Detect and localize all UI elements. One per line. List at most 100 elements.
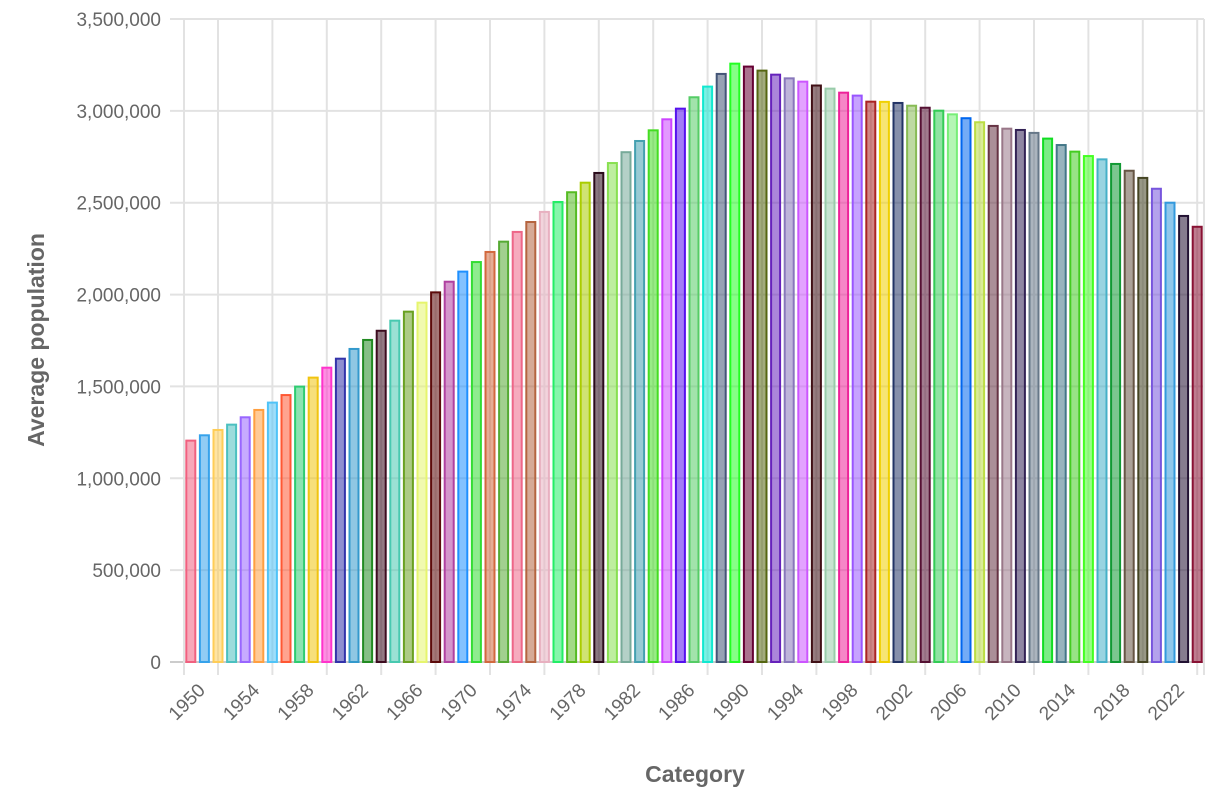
bar-1958 — [294, 385, 306, 663]
y-tick-label: 0 — [150, 653, 161, 674]
bar-2019 — [1123, 169, 1135, 664]
x-tick-label: 2014 — [1035, 680, 1080, 725]
bar-1982 — [620, 151, 632, 663]
bar-1974 — [511, 230, 523, 663]
bar-1962 — [348, 347, 360, 663]
x-tick-label: 1974 — [491, 680, 536, 725]
bar-1960 — [321, 366, 333, 663]
bar-2004 — [919, 106, 931, 663]
bar-1956 — [266, 401, 278, 663]
bar-1984 — [647, 129, 659, 663]
x-tick-label: 1994 — [763, 680, 808, 725]
bar-2020 — [1137, 176, 1149, 663]
bar-2000 — [865, 100, 877, 663]
bar-2003 — [906, 104, 918, 664]
bar-1970 — [457, 270, 469, 663]
bar-1990 — [729, 62, 741, 663]
bar-1992 — [756, 69, 768, 663]
x-tick-label: 1970 — [437, 680, 482, 725]
bar-1955 — [253, 408, 265, 663]
bar-2009 — [987, 124, 999, 664]
bar-1963 — [362, 338, 374, 663]
bar-2012 — [1028, 131, 1040, 664]
bar-2021 — [1150, 187, 1162, 663]
x-tick-label: 1958 — [274, 680, 319, 725]
bar-2007 — [960, 117, 972, 664]
bar-2016 — [1082, 155, 1094, 664]
y-tick-label: 1,000,000 — [76, 469, 161, 490]
bar-2022 — [1164, 201, 1176, 663]
bar-2023 — [1178, 214, 1190, 663]
bars — [185, 62, 1203, 664]
bar-1950 — [185, 439, 197, 664]
y-tick-label: 2,000,000 — [76, 286, 161, 307]
bar-1991 — [742, 65, 754, 664]
bar-1995 — [797, 80, 809, 664]
bar-2006 — [946, 113, 958, 663]
x-tick-label: 1950 — [165, 680, 210, 725]
bar-1965 — [389, 319, 401, 663]
bar-1959 — [307, 376, 319, 663]
bar-2015 — [1069, 150, 1081, 663]
bar-1951 — [198, 434, 210, 663]
bar-1983 — [634, 139, 646, 664]
x-tick-label: 2022 — [1144, 680, 1189, 725]
bar-2001 — [878, 100, 890, 663]
bar-1977 — [552, 200, 564, 663]
x-tick-label: 1966 — [383, 680, 428, 725]
bar-1996 — [810, 84, 822, 663]
y-tick-label: 3,500,000 — [76, 10, 161, 31]
x-axis: 1950 1954 1958 1962 1966 1970 1974 1978 1982 1986… — [165, 680, 1189, 725]
bar-1994 — [783, 77, 795, 663]
bar-1989 — [715, 72, 727, 664]
bar-1975 — [525, 221, 537, 664]
bar-1969 — [443, 280, 455, 663]
x-tick-label: 2002 — [872, 680, 917, 725]
bar-2018 — [1110, 162, 1122, 664]
bar-1966 — [402, 310, 414, 663]
x-tick-label: 2018 — [1090, 680, 1135, 725]
x-tick-label: 1986 — [655, 680, 700, 725]
x-tick-label: 1978 — [546, 680, 591, 725]
y-tick-label: 3,000,000 — [76, 102, 161, 123]
bar-2017 — [1096, 158, 1108, 663]
x-tick-label: 1990 — [709, 680, 754, 725]
bar-1972 — [484, 250, 496, 663]
bar-1986 — [674, 107, 686, 663]
bar-1961 — [334, 357, 346, 663]
x-tick-label: 1982 — [600, 680, 645, 725]
bar-2024 — [1191, 225, 1203, 663]
bar-2002 — [892, 101, 904, 663]
bar-2008 — [974, 121, 986, 663]
bar-1981 — [606, 162, 618, 663]
bar-1987 — [688, 96, 700, 664]
bar-2005 — [933, 109, 945, 664]
bar-2014 — [1055, 144, 1067, 663]
bar-1980 — [593, 171, 605, 663]
bar-1971 — [470, 261, 482, 663]
bar-2010 — [1001, 127, 1013, 663]
x-tick-label: 1998 — [818, 680, 863, 725]
bar-2011 — [1014, 128, 1026, 663]
x-tick-label: 1962 — [328, 680, 373, 725]
bar-1988 — [702, 85, 714, 663]
y-tick-label: 2,500,000 — [76, 194, 161, 215]
y-axis: 0 500,000 1,000,000 1,500,000 2,000,000 2,500… — [76, 10, 161, 674]
bar-1985 — [661, 118, 673, 664]
bar-1997 — [824, 87, 836, 664]
y-tick-label: 1,500,000 — [76, 377, 161, 398]
bar-1968 — [430, 291, 442, 663]
x-tick-label: 1954 — [219, 680, 264, 725]
bar-1999 — [851, 94, 863, 663]
bar-1978 — [566, 191, 578, 663]
bar-1973 — [498, 240, 510, 663]
bar-1954 — [239, 416, 251, 663]
bar-1953 — [226, 423, 238, 663]
bar-1979 — [579, 181, 591, 663]
y-axis-title: Average population — [23, 233, 49, 447]
x-tick-label: 2010 — [981, 680, 1026, 725]
bar-1964 — [375, 329, 387, 663]
bar-1993 — [770, 73, 782, 664]
x-tick-label: 2006 — [927, 680, 972, 725]
